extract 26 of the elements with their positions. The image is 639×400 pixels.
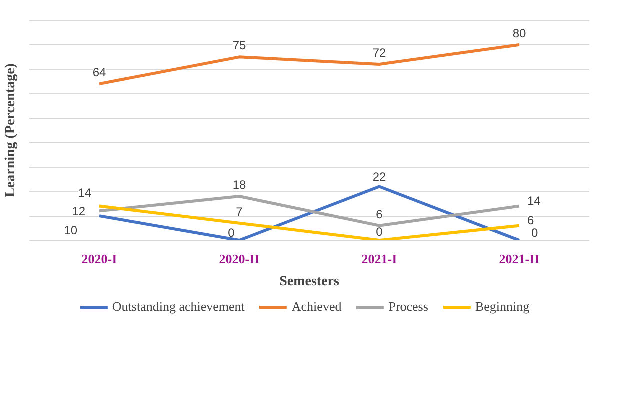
data-label: 10 <box>64 224 78 238</box>
x-tick-label: 2021-II <box>499 252 540 266</box>
legend-label: Achieved <box>292 299 342 315</box>
data-label: 7 <box>236 204 244 219</box>
data-label: 14 <box>78 186 92 200</box>
data-label: 6 <box>528 213 534 228</box>
data-label: 64 <box>92 66 106 80</box>
data-label: 22 <box>372 170 386 184</box>
x-tick-label: 2020-I <box>82 252 118 266</box>
legend-label: Process <box>388 299 428 315</box>
data-label: 75 <box>232 38 246 53</box>
data-label: 14 <box>528 194 542 208</box>
legend-label: Outstanding achievement <box>112 299 245 315</box>
data-label: 72 <box>372 46 386 60</box>
data-label: 0 <box>228 226 236 240</box>
data-label: 0 <box>532 226 538 240</box>
y-axis-title: Learning (Percentage) <box>4 63 18 198</box>
x-axis-title: Semesters <box>280 274 340 290</box>
data-label: 80 <box>512 26 526 40</box>
data-label: 18 <box>232 178 246 192</box>
x-tick-label: 2020-II <box>219 252 260 266</box>
data-label: 6 <box>376 207 384 222</box>
data-label: 0 <box>376 225 384 239</box>
legend-label: Beginning <box>475 299 530 315</box>
data-label: 12 <box>72 204 86 219</box>
x-tick-label: 2021-I <box>362 252 398 266</box>
